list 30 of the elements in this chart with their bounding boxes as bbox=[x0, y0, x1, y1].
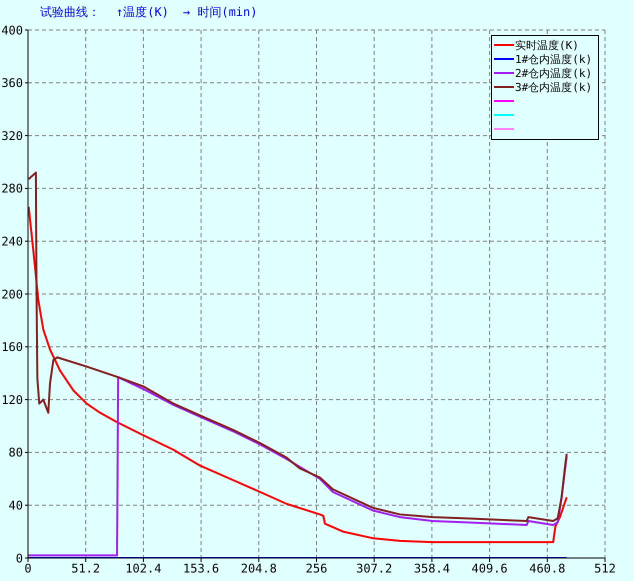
y-tick-label: 400 bbox=[1, 23, 23, 38]
x-axis-title: → 时间(min) bbox=[182, 5, 258, 19]
x-tick-label: 153.6 bbox=[183, 562, 220, 576]
y-tick-label: 200 bbox=[1, 287, 23, 302]
y-tick-label: 40 bbox=[8, 498, 23, 512]
chart-title: 试验曲线： bbox=[40, 5, 100, 19]
x-tick-label: 0 bbox=[24, 562, 32, 576]
x-tick-label: 409.6 bbox=[472, 562, 508, 576]
y-tick-label: 360 bbox=[1, 76, 23, 90]
x-tick-label: 460.8 bbox=[529, 562, 566, 576]
x-tick-label: 307.2 bbox=[356, 562, 392, 576]
legend-label: 实时温度(K) bbox=[515, 38, 579, 52]
x-tick-label: 204.8 bbox=[240, 562, 277, 576]
x-tick-label: 358.4 bbox=[414, 562, 450, 576]
x-tick-label: 102.4 bbox=[125, 562, 162, 576]
line-series bbox=[28, 376, 568, 556]
y-tick-label: 120 bbox=[1, 392, 23, 407]
x-tick-label: 512 bbox=[594, 562, 616, 576]
y-tick-label: 80 bbox=[8, 446, 23, 460]
y-tick-label: 240 bbox=[1, 234, 23, 248]
y-tick-label: 0 bbox=[16, 551, 23, 566]
y-tick-label: 160 bbox=[1, 340, 23, 354]
legend-label: 1#仓内温度(k) bbox=[515, 52, 592, 66]
legend-label: 3#仓内温度(k) bbox=[515, 80, 592, 94]
x-tick-label: 51.2 bbox=[71, 562, 100, 576]
legend-label: 2#仓内温度(k) bbox=[515, 66, 592, 80]
x-tick-label: 256 bbox=[306, 562, 328, 576]
y-tick-label: 320 bbox=[1, 128, 23, 143]
y-tick-label: 280 bbox=[1, 182, 23, 196]
y-axis-title: ↑温度(K) bbox=[116, 5, 169, 19]
